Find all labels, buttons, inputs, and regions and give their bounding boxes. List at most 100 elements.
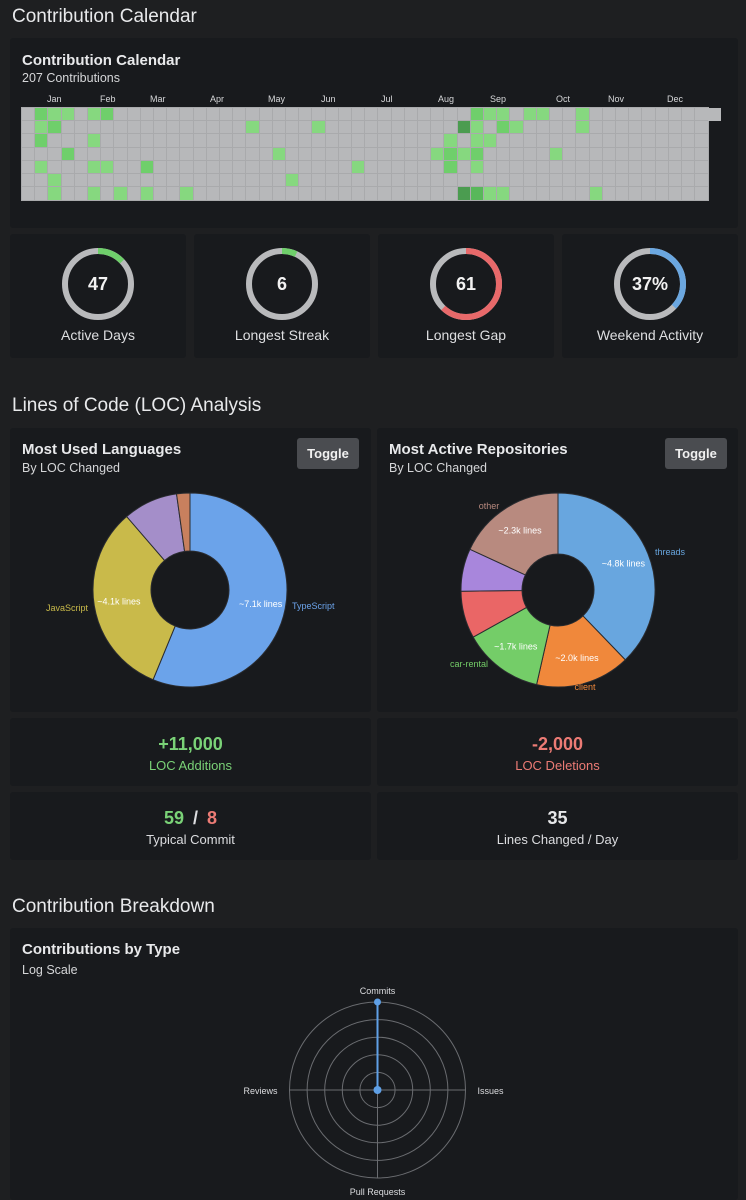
calendar-day-cell[interactable] <box>417 133 432 149</box>
calendar-day-cell[interactable] <box>456 107 472 122</box>
calendar-day-cell[interactable] <box>126 120 142 136</box>
calendar-day-cell[interactable] <box>205 186 221 202</box>
calendar-day-cell[interactable] <box>443 107 459 122</box>
calendar-day-cell[interactable] <box>298 107 314 122</box>
calendar-day-cell[interactable] <box>694 120 710 136</box>
calendar-day-cell[interactable] <box>285 120 300 136</box>
calendar-day-cell[interactable] <box>588 186 604 202</box>
calendar-day-cell[interactable] <box>417 146 432 162</box>
calendar-day-cell[interactable] <box>351 120 366 136</box>
calendar-day-cell[interactable] <box>535 133 551 149</box>
calendar-day-cell[interactable] <box>549 159 564 175</box>
calendar-day-cell[interactable] <box>654 120 670 136</box>
calendar-day-cell[interactable] <box>562 159 578 175</box>
calendar-day-cell[interactable] <box>681 107 696 122</box>
calendar-day-cell[interactable] <box>311 146 327 162</box>
calendar-day-cell[interactable] <box>667 173 683 188</box>
calendar-day-cell[interactable] <box>298 173 314 188</box>
calendar-day-cell[interactable] <box>654 186 670 202</box>
calendar-day-cell[interactable] <box>535 159 551 175</box>
calendar-day-cell[interactable] <box>47 159 63 175</box>
calendar-day-cell[interactable] <box>87 146 102 162</box>
calendar-day-cell[interactable] <box>588 120 604 136</box>
calendar-day-cell[interactable] <box>522 133 538 149</box>
calendar-day-cell[interactable] <box>232 107 248 122</box>
calendar-day-cell[interactable] <box>483 186 498 202</box>
calendar-day-cell[interactable] <box>628 186 644 202</box>
calendar-day-cell[interactable] <box>73 173 89 188</box>
calendar-day-cell[interactable] <box>681 133 696 149</box>
calendar-day-cell[interactable] <box>641 186 657 202</box>
calendar-day-cell[interactable] <box>601 159 617 175</box>
calendar-day-cell[interactable] <box>166 107 182 122</box>
calendar-day-cell[interactable] <box>615 186 630 202</box>
calendar-day-cell[interactable] <box>139 159 155 175</box>
calendar-day-cell[interactable] <box>219 159 234 175</box>
calendar-day-cell[interactable] <box>47 173 63 188</box>
calendar-day-cell[interactable] <box>667 146 683 162</box>
calendar-day-cell[interactable] <box>73 107 89 122</box>
calendar-day-cell[interactable] <box>100 186 116 202</box>
calendar-day-cell[interactable] <box>694 159 710 175</box>
calendar-day-cell[interactable] <box>271 186 287 202</box>
calendar-day-cell[interactable] <box>192 120 208 136</box>
languages-toggle-button[interactable]: Toggle <box>297 438 359 469</box>
calendar-day-cell[interactable] <box>113 186 129 202</box>
calendar-day-cell[interactable] <box>153 159 168 175</box>
calendar-day-cell[interactable] <box>708 108 722 121</box>
calendar-day-cell[interactable] <box>496 159 512 175</box>
calendar-day-cell[interactable] <box>469 146 485 162</box>
calendar-day-cell[interactable] <box>430 173 446 188</box>
calendar-day-cell[interactable] <box>641 146 657 162</box>
calendar-day-cell[interactable] <box>21 133 36 149</box>
calendar-day-cell[interactable] <box>509 107 525 122</box>
calendar-day-cell[interactable] <box>509 133 525 149</box>
calendar-day-cell[interactable] <box>575 173 591 188</box>
calendar-day-cell[interactable] <box>601 133 617 149</box>
calendar-day-cell[interactable] <box>60 146 76 162</box>
calendar-day-cell[interactable] <box>337 159 353 175</box>
calendar-day-cell[interactable] <box>483 133 498 149</box>
calendar-day-cell[interactable] <box>364 107 380 122</box>
calendar-day-cell[interactable] <box>179 133 195 149</box>
calendar-day-cell[interactable] <box>377 146 393 162</box>
calendar-day-cell[interactable] <box>285 107 300 122</box>
calendar-day-cell[interactable] <box>496 146 512 162</box>
calendar-day-cell[interactable] <box>60 133 76 149</box>
calendar-day-cell[interactable] <box>73 186 89 202</box>
calendar-day-cell[interactable] <box>522 159 538 175</box>
calendar-day-cell[interactable] <box>496 133 512 149</box>
calendar-day-cell[interactable] <box>588 159 604 175</box>
calendar-day-cell[interactable] <box>377 186 393 202</box>
calendar-day-cell[interactable] <box>337 173 353 188</box>
calendar-day-cell[interactable] <box>417 186 432 202</box>
calendar-day-cell[interactable] <box>126 186 142 202</box>
calendar-day-cell[interactable] <box>324 107 340 122</box>
calendar-day-cell[interactable] <box>298 133 314 149</box>
calendar-day-cell[interactable] <box>615 173 630 188</box>
calendar-day-cell[interactable] <box>113 159 129 175</box>
calendar-day-cell[interactable] <box>681 159 696 175</box>
calendar-day-cell[interactable] <box>641 133 657 149</box>
calendar-day-cell[interactable] <box>153 107 168 122</box>
calendar-day-cell[interactable] <box>351 146 366 162</box>
calendar-day-cell[interactable] <box>443 186 459 202</box>
calendar-day-cell[interactable] <box>390 159 406 175</box>
calendar-day-cell[interactable] <box>456 186 472 202</box>
calendar-day-cell[interactable] <box>87 107 102 122</box>
calendar-day-cell[interactable] <box>47 120 63 136</box>
calendar-day-cell[interactable] <box>694 146 710 162</box>
calendar-day-cell[interactable] <box>258 173 274 188</box>
calendar-day-cell[interactable] <box>87 159 102 175</box>
calendar-day-cell[interactable] <box>641 107 657 122</box>
calendar-day-cell[interactable] <box>430 120 446 136</box>
calendar-day-cell[interactable] <box>179 107 195 122</box>
calendar-day-cell[interactable] <box>245 159 261 175</box>
calendar-day-cell[interactable] <box>364 173 380 188</box>
calendar-day-cell[interactable] <box>166 173 182 188</box>
calendar-day-cell[interactable] <box>549 146 564 162</box>
calendar-day-cell[interactable] <box>34 107 50 122</box>
calendar-day-cell[interactable] <box>522 120 538 136</box>
calendar-day-cell[interactable] <box>469 133 485 149</box>
calendar-day-cell[interactable] <box>139 173 155 188</box>
